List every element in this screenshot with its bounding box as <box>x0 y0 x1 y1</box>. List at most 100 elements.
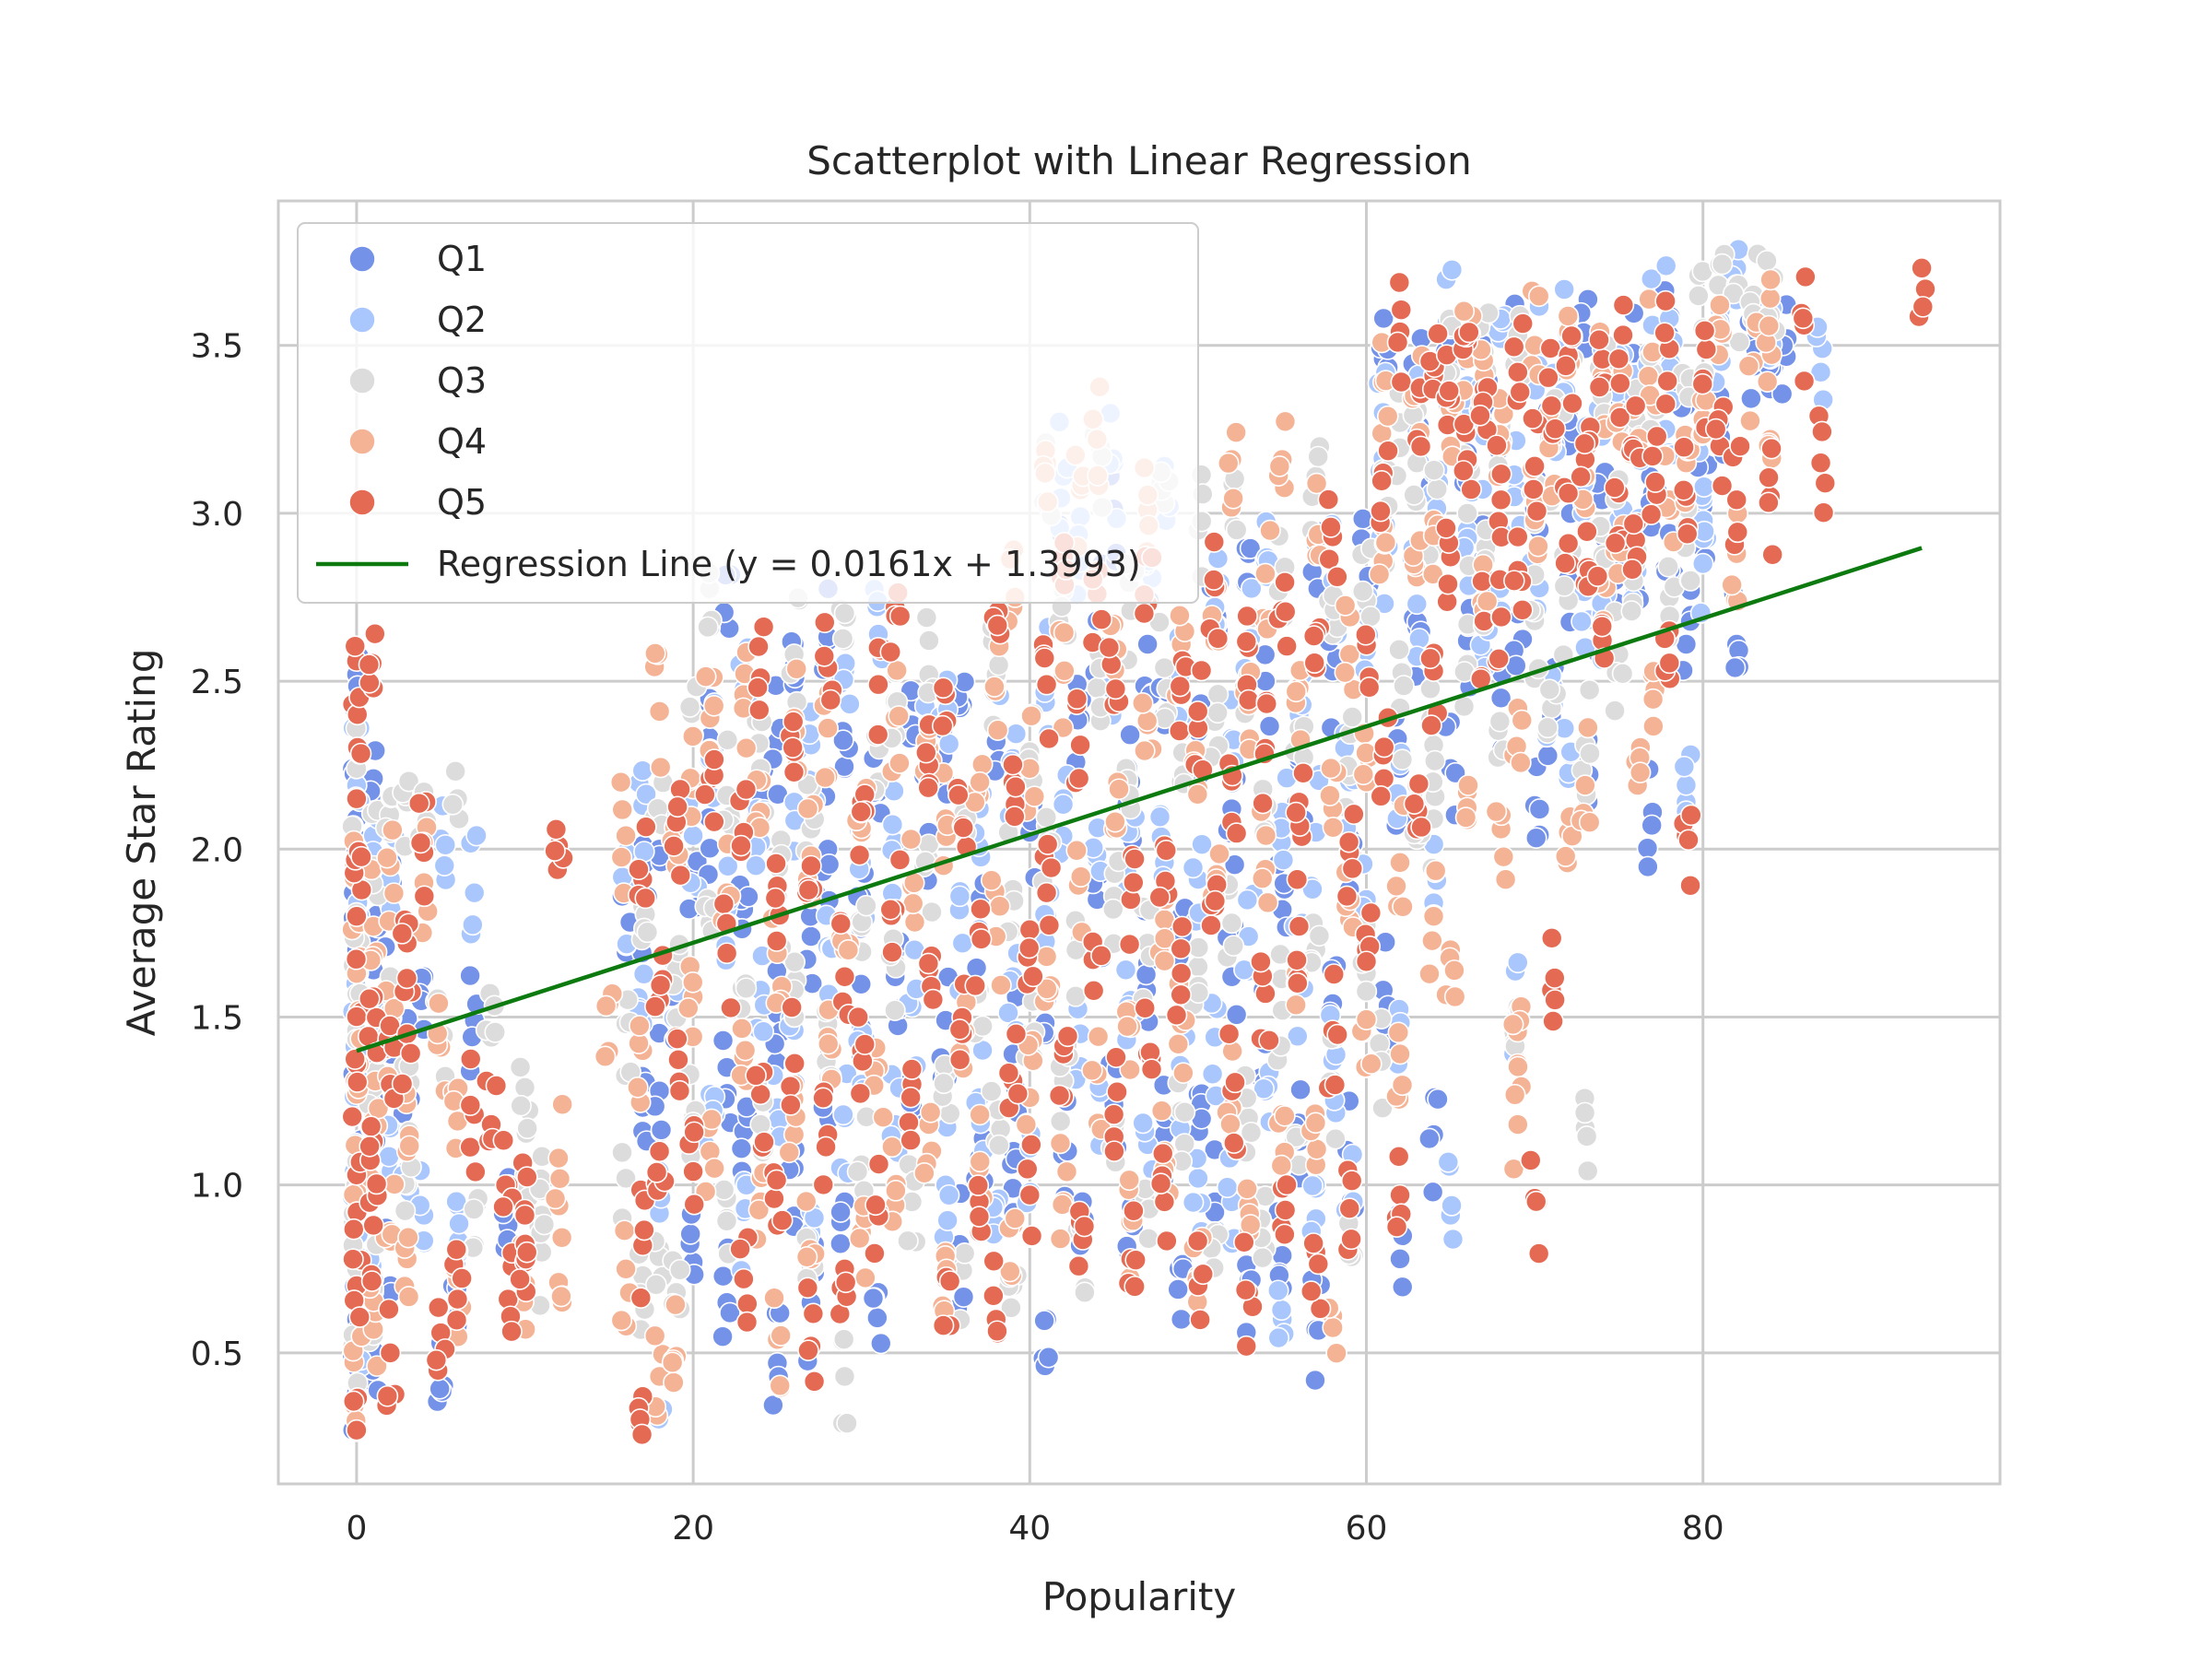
legend: Q1 Q2 Q3 Q4 Q5 Regression Line (y = 0.0161x +… <box>297 222 1199 604</box>
data-point <box>712 892 735 915</box>
data-point <box>346 1418 368 1441</box>
data-point <box>610 846 633 868</box>
data-point <box>1320 516 1342 538</box>
data-point <box>1914 277 1936 300</box>
data-point <box>463 881 486 904</box>
data-point <box>1523 478 1545 500</box>
data-point <box>1005 723 1028 745</box>
data-point <box>1389 1042 1411 1065</box>
data-point <box>391 1073 414 1095</box>
data-point <box>783 1053 806 1075</box>
data-point <box>747 635 770 658</box>
data-point <box>1544 989 1566 1011</box>
data-point <box>1502 1158 1525 1181</box>
data-point <box>1274 1223 1296 1246</box>
data-point <box>346 1071 369 1093</box>
data-point <box>785 657 808 680</box>
data-point <box>1488 710 1512 733</box>
data-point <box>1370 500 1392 523</box>
data-point <box>1507 1113 1529 1135</box>
data-point <box>350 845 372 868</box>
data-point <box>1302 1232 1324 1254</box>
data-point <box>1759 287 1782 310</box>
data-point <box>1337 830 1360 853</box>
data-point <box>814 611 836 634</box>
data-point <box>983 676 1006 698</box>
data-point <box>1359 901 1382 924</box>
legend-marker-q2 <box>348 306 376 334</box>
data-point <box>1403 484 1425 506</box>
data-point <box>913 1162 935 1184</box>
data-point <box>848 843 871 866</box>
data-point <box>548 1168 571 1190</box>
data-point <box>1169 675 1192 698</box>
data-point <box>1106 1080 1128 1103</box>
data-point <box>832 729 854 752</box>
data-point <box>1153 949 1176 972</box>
data-point <box>1300 1280 1323 1302</box>
data-point <box>627 1076 649 1099</box>
data-point <box>1419 647 1441 670</box>
data-point <box>948 885 971 908</box>
data-point <box>510 1094 532 1117</box>
data-point <box>1170 983 1192 1006</box>
data-point <box>915 606 938 629</box>
data-point <box>855 894 877 917</box>
data-point <box>1000 1297 1022 1319</box>
data-point <box>397 1226 419 1249</box>
data-point <box>1612 324 1634 347</box>
data-point <box>1812 501 1835 524</box>
data-point <box>1624 394 1647 418</box>
data-point <box>1359 606 1382 628</box>
data-point <box>1418 962 1441 985</box>
data-point <box>678 696 701 718</box>
data-point <box>1182 856 1205 879</box>
data-point <box>1458 321 1480 344</box>
data-point <box>492 1129 515 1152</box>
data-point <box>1304 1112 1327 1135</box>
plot-frame <box>276 199 2002 1486</box>
data-point <box>968 1206 991 1228</box>
data-point <box>1098 636 1121 659</box>
data-point <box>434 833 457 856</box>
data-point <box>1389 1248 1411 1270</box>
data-point <box>1544 418 1567 441</box>
data-point <box>1048 1084 1071 1107</box>
data-point <box>1709 294 1731 316</box>
data-point <box>594 994 618 1018</box>
data-point <box>1308 924 1331 947</box>
data-point <box>1053 660 1076 682</box>
data-point <box>1270 1154 1293 1177</box>
data-point <box>643 1324 666 1347</box>
data-point <box>931 714 954 737</box>
data-point <box>397 1286 420 1308</box>
data-point <box>749 1113 771 1135</box>
data-point <box>1334 594 1357 617</box>
data-point <box>346 905 368 927</box>
x-axis-label: Popularity <box>1042 1574 1236 1619</box>
data-point <box>448 1212 470 1235</box>
data-point <box>1302 625 1325 647</box>
data-point <box>1711 253 1734 276</box>
data-point <box>699 837 722 860</box>
data-point <box>492 1195 514 1218</box>
data-point <box>1726 521 1749 544</box>
data-point <box>1693 320 1716 342</box>
data-point <box>980 1080 1003 1102</box>
data-point <box>1729 435 1751 457</box>
data-point <box>846 1160 869 1182</box>
data-point <box>1544 967 1566 989</box>
data-point <box>812 1087 834 1110</box>
data-point <box>915 741 937 764</box>
data-point <box>1579 742 1601 765</box>
data-point <box>731 1018 753 1040</box>
data-point <box>1704 418 1727 441</box>
data-point <box>1208 842 1230 865</box>
data-point <box>833 602 856 625</box>
data-point <box>1309 1298 1332 1320</box>
data-point <box>1235 1335 1258 1358</box>
data-point <box>1524 827 1547 849</box>
data-point <box>854 1266 877 1289</box>
data-point <box>830 912 853 935</box>
data-point <box>1507 525 1529 548</box>
